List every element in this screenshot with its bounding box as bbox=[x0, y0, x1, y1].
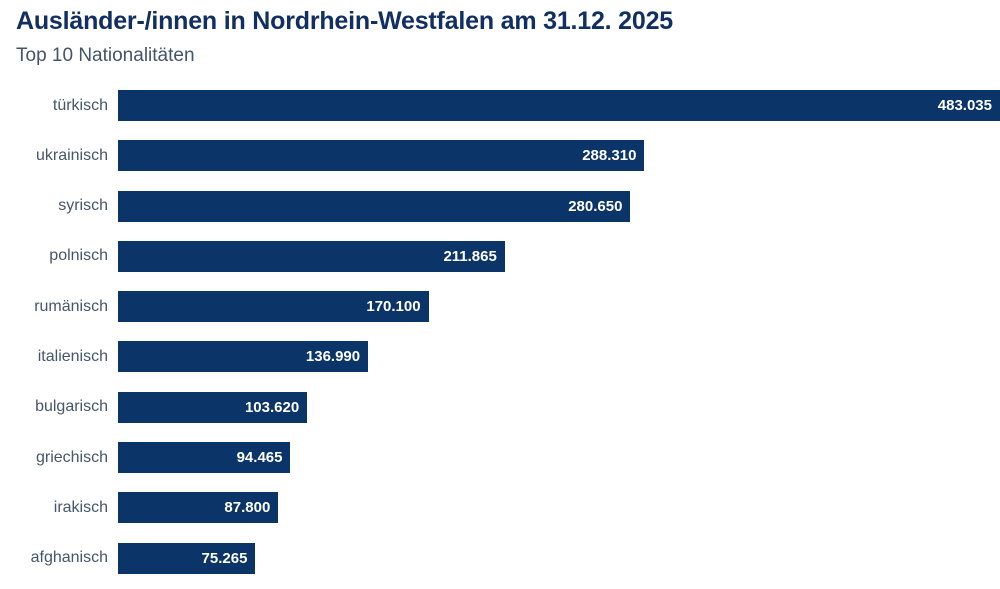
bar-track: 280.650 bbox=[118, 190, 1000, 222]
bar: 75.265 bbox=[118, 542, 256, 574]
bar-row: polnisch 211.865 bbox=[0, 240, 1000, 272]
bar: 211.865 bbox=[118, 240, 505, 272]
bar: 136.990 bbox=[118, 341, 369, 373]
bar-row: türkisch 483.035 bbox=[0, 90, 1000, 121]
bar-track: 483.035 bbox=[118, 90, 1000, 121]
value-label: 211.865 bbox=[443, 247, 497, 265]
bar-track: 103.620 bbox=[118, 391, 1000, 423]
category-label: rumänisch bbox=[34, 297, 108, 315]
chart-subtitle: Top 10 Nationalitäten bbox=[16, 45, 195, 66]
bar: 103.620 bbox=[118, 391, 308, 423]
category-label: ukrainisch bbox=[35, 146, 108, 164]
category-label: afghanisch bbox=[30, 549, 108, 567]
bar-row: ukrainisch 288.310 bbox=[0, 140, 1000, 172]
bar-row: italienisch 136.990 bbox=[0, 341, 1000, 373]
value-label: 483.035 bbox=[937, 97, 992, 114]
value-label: 280.650 bbox=[568, 197, 623, 215]
value-label: 87.800 bbox=[224, 499, 271, 517]
category-label: syrisch bbox=[58, 197, 108, 215]
bar-track: 94.465 bbox=[118, 442, 1000, 474]
bar-track: 211.865 bbox=[118, 240, 1000, 272]
category-label: griechisch bbox=[35, 448, 108, 466]
value-label: 103.620 bbox=[244, 398, 300, 416]
category-label: bulgarisch bbox=[35, 398, 108, 416]
bar-row: griechisch 94.465 bbox=[0, 442, 1000, 474]
bar-track: 87.800 bbox=[118, 492, 1000, 524]
chart-header: Ausländer-/innen in Nordrhein-Westfalen … bbox=[0, 0, 1000, 68]
value-label: 94.465 bbox=[236, 449, 283, 467]
bar: 483.035 bbox=[118, 90, 1000, 121]
bar-track: 75.265 bbox=[118, 542, 1000, 574]
bar-row: afghanisch 75.265 bbox=[0, 542, 1000, 574]
category-label: türkisch bbox=[52, 96, 108, 114]
value-label: 170.100 bbox=[366, 298, 421, 316]
value-label: 136.990 bbox=[305, 348, 361, 366]
page-title: Ausländer-/innen in Nordrhein-Westfalen … bbox=[16, 7, 673, 35]
bar-track: 136.990 bbox=[118, 341, 1000, 373]
category-label: italienisch bbox=[37, 347, 108, 365]
bar-track: 170.100 bbox=[118, 291, 1000, 323]
bar-chart: türkisch 483.035 ukrainisch 288.310 syrisch 2… bbox=[0, 90, 1000, 574]
bar: 280.650 bbox=[118, 190, 631, 222]
value-label: 75.265 bbox=[201, 549, 248, 567]
bar-row: bulgarisch 103.620 bbox=[0, 391, 1000, 423]
bar-row: syrisch 280.650 bbox=[0, 190, 1000, 222]
bar: 87.800 bbox=[118, 492, 279, 524]
value-label: 288.310 bbox=[582, 147, 637, 165]
bar-row: rumänisch 170.100 bbox=[0, 291, 1000, 323]
bar: 288.310 bbox=[118, 140, 645, 172]
category-label: irakisch bbox=[53, 498, 108, 516]
bar-track: 288.310 bbox=[118, 140, 1000, 172]
bar: 170.100 bbox=[118, 291, 429, 323]
bar-row: irakisch 87.800 bbox=[0, 492, 1000, 524]
category-label: polnisch bbox=[49, 247, 108, 265]
bar: 94.465 bbox=[118, 442, 291, 474]
